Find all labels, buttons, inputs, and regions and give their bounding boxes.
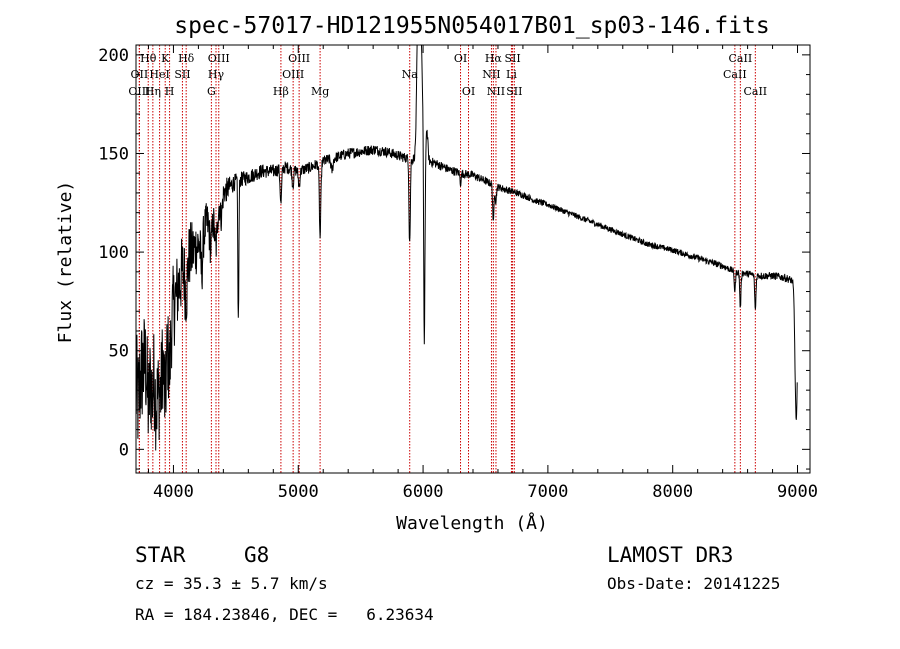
spectral-line-label: CaII — [729, 52, 753, 65]
spectral-line-label: NII — [487, 85, 505, 98]
spectral-line-label: G — [207, 85, 216, 98]
x-axis-label: Wavelength (Å) — [396, 512, 548, 534]
spectral-line-label: Hδ — [178, 52, 195, 65]
redshift-cz: cz = 35.3 ± 5.7 km/s — [135, 574, 328, 593]
y-tick-label: 200 — [98, 46, 129, 66]
spectral-line-label: Mg — [311, 85, 329, 98]
x-tick-label: 5000 — [278, 482, 319, 502]
spectral-line-label: H — [165, 85, 175, 98]
spectral-line-label: CaII — [723, 68, 747, 81]
spectral-line-label: OI — [454, 52, 467, 65]
spectral-line-label: SII — [174, 68, 190, 81]
observation-date: Obs-Date: 20141225 — [607, 574, 780, 593]
spectral-line-label: Na — [402, 68, 419, 81]
spectrum-layer — [135, 44, 798, 451]
x-tick-label: 7000 — [527, 482, 568, 502]
spectral-line-label: HeI — [149, 68, 169, 81]
spectral-line-label: OI — [462, 85, 475, 98]
spectral-line-label: SII — [504, 52, 520, 65]
spectral-line-label: Li — [506, 68, 517, 81]
object-class: STAR — [135, 543, 186, 567]
spectral-line-label: CaII — [743, 85, 767, 98]
ra-dec-coordinates: RA = 184.23846, DEC = 6.23634 — [135, 605, 434, 624]
spectral-line-label: NII — [482, 68, 500, 81]
spectral-line-label: OIII — [208, 52, 230, 65]
spectral-line-label: Hβ — [273, 85, 289, 98]
spectral-line-label: SII — [506, 85, 522, 98]
survey-name: LAMOST DR3 — [607, 543, 733, 567]
spectral-line-label: OIII — [128, 85, 150, 98]
flux-series-line — [135, 44, 798, 451]
spectral-line-label: OIII — [282, 68, 304, 81]
spectral-line-label: Hα — [485, 52, 503, 65]
spectral-line-label: Hθ — [140, 52, 157, 65]
spectral-line-label: Hη — [145, 85, 161, 98]
x-tick-label: 8000 — [652, 482, 693, 502]
x-axis-ticks: 4000 5000 6000 7000 8000 9000 — [147, 45, 818, 502]
y-tick-label: 100 — [98, 243, 129, 263]
spectral-line-label: OIII — [288, 52, 310, 65]
y-tick-label: 50 — [109, 342, 129, 362]
x-tick-label: 4000 — [153, 482, 194, 502]
marker-lines — [138, 45, 756, 473]
y-axis-label: Flux (relative) — [55, 181, 76, 344]
y-tick-label: 150 — [98, 144, 129, 164]
spectral-line-label: Hγ — [208, 68, 225, 81]
x-tick-label: 6000 — [403, 482, 444, 502]
chart-title: spec-57017-HD121955N054017B01_sp03-146.f… — [174, 13, 769, 39]
x-tick-label: 9000 — [777, 482, 818, 502]
spectral-line-label: K — [161, 52, 170, 65]
object-subclass: G8 — [244, 543, 269, 567]
plot-frame — [135, 44, 811, 474]
y-axis-ticks: 0 50 100 150 200 — [98, 46, 810, 470]
y-tick-label: 0 — [119, 440, 129, 460]
